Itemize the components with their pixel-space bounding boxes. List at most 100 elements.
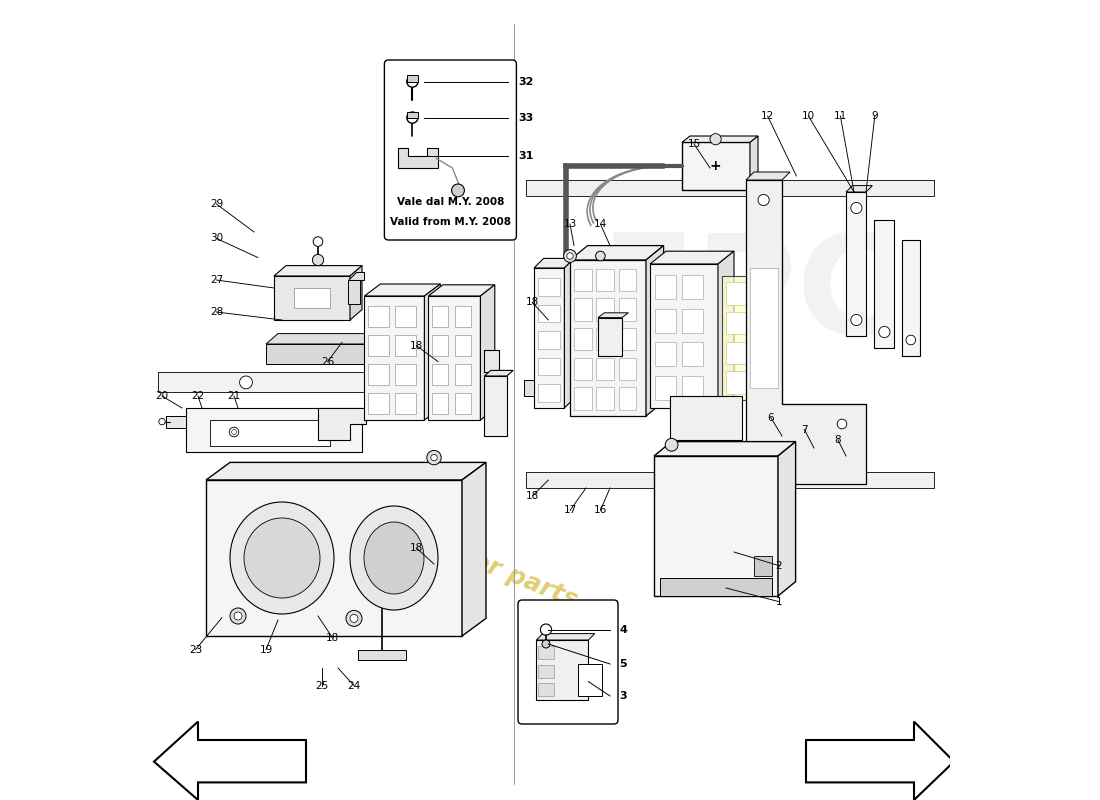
Bar <box>395 364 416 385</box>
Circle shape <box>314 237 322 246</box>
Bar <box>454 393 471 414</box>
Polygon shape <box>564 258 574 408</box>
Bar <box>596 328 614 350</box>
Bar <box>619 358 637 380</box>
Polygon shape <box>266 344 370 364</box>
Bar <box>596 358 614 380</box>
Bar <box>726 282 757 305</box>
Bar <box>722 276 760 400</box>
Circle shape <box>595 251 605 261</box>
Circle shape <box>666 438 678 451</box>
Bar <box>368 306 389 327</box>
Bar <box>206 480 462 636</box>
Polygon shape <box>398 148 438 168</box>
Bar <box>570 260 646 416</box>
Polygon shape <box>750 136 758 190</box>
Bar <box>578 664 602 696</box>
Bar <box>726 371 757 394</box>
Polygon shape <box>349 280 361 304</box>
Text: +: + <box>710 159 722 174</box>
Text: Valid from M.Y. 2008: Valid from M.Y. 2008 <box>389 217 510 226</box>
Bar <box>726 312 757 334</box>
Bar <box>619 328 637 350</box>
Polygon shape <box>718 251 734 408</box>
Circle shape <box>312 254 323 266</box>
Text: 16: 16 <box>594 506 607 515</box>
Bar <box>364 296 425 420</box>
Text: 14: 14 <box>594 219 607 229</box>
Bar <box>654 275 675 299</box>
Bar <box>598 318 622 356</box>
Polygon shape <box>425 284 440 420</box>
Bar <box>660 578 771 596</box>
Text: 7: 7 <box>801 425 807 434</box>
Circle shape <box>350 614 358 622</box>
Polygon shape <box>846 186 872 192</box>
Bar <box>574 328 592 350</box>
Text: 18: 18 <box>526 298 539 307</box>
Circle shape <box>229 427 239 437</box>
Bar <box>454 306 471 327</box>
Bar <box>619 298 637 321</box>
Circle shape <box>566 253 573 259</box>
Circle shape <box>232 430 236 434</box>
Bar <box>538 384 560 402</box>
Bar <box>534 268 564 408</box>
Ellipse shape <box>230 502 334 614</box>
Text: 27: 27 <box>210 275 223 285</box>
Polygon shape <box>274 276 350 320</box>
Text: 19: 19 <box>260 645 273 654</box>
Text: 2: 2 <box>776 561 782 570</box>
Bar <box>874 220 894 348</box>
Polygon shape <box>650 251 734 264</box>
Text: EPC: EPC <box>601 229 900 363</box>
Bar <box>574 358 592 380</box>
Text: 20: 20 <box>155 391 168 401</box>
Text: 21: 21 <box>228 391 241 401</box>
Polygon shape <box>186 408 362 452</box>
Circle shape <box>431 454 437 461</box>
Polygon shape <box>428 285 495 296</box>
Text: 33: 33 <box>518 113 534 122</box>
Bar <box>525 380 533 396</box>
Polygon shape <box>654 442 795 456</box>
Bar <box>210 420 330 446</box>
Circle shape <box>407 112 418 123</box>
Polygon shape <box>350 266 362 320</box>
Bar <box>432 393 449 414</box>
Bar <box>619 387 637 410</box>
Text: 15: 15 <box>688 139 701 149</box>
Bar <box>538 683 554 696</box>
Bar <box>368 364 389 385</box>
Text: 26: 26 <box>321 357 334 366</box>
Text: 30: 30 <box>210 234 223 243</box>
Text: 13: 13 <box>563 219 576 229</box>
Polygon shape <box>318 408 366 440</box>
Bar <box>902 240 920 356</box>
Polygon shape <box>646 246 663 416</box>
Text: 10: 10 <box>802 111 815 121</box>
Bar <box>395 335 416 356</box>
Bar <box>368 335 389 356</box>
FancyBboxPatch shape <box>518 600 618 724</box>
Circle shape <box>542 640 550 648</box>
Text: 32: 32 <box>518 77 534 86</box>
Bar <box>294 288 330 308</box>
Polygon shape <box>364 284 440 296</box>
Polygon shape <box>778 442 795 596</box>
Polygon shape <box>570 246 663 260</box>
Bar <box>538 358 560 375</box>
Bar <box>726 342 757 364</box>
Polygon shape <box>484 370 514 376</box>
Bar <box>574 298 592 321</box>
Text: 18: 18 <box>410 543 424 553</box>
Circle shape <box>879 326 890 338</box>
Polygon shape <box>746 180 866 484</box>
Bar <box>454 335 471 356</box>
Text: 6: 6 <box>768 413 774 422</box>
Bar <box>395 393 416 414</box>
Ellipse shape <box>350 506 438 610</box>
Bar <box>537 640 588 700</box>
Text: 18: 18 <box>326 633 339 642</box>
Bar <box>682 275 703 299</box>
